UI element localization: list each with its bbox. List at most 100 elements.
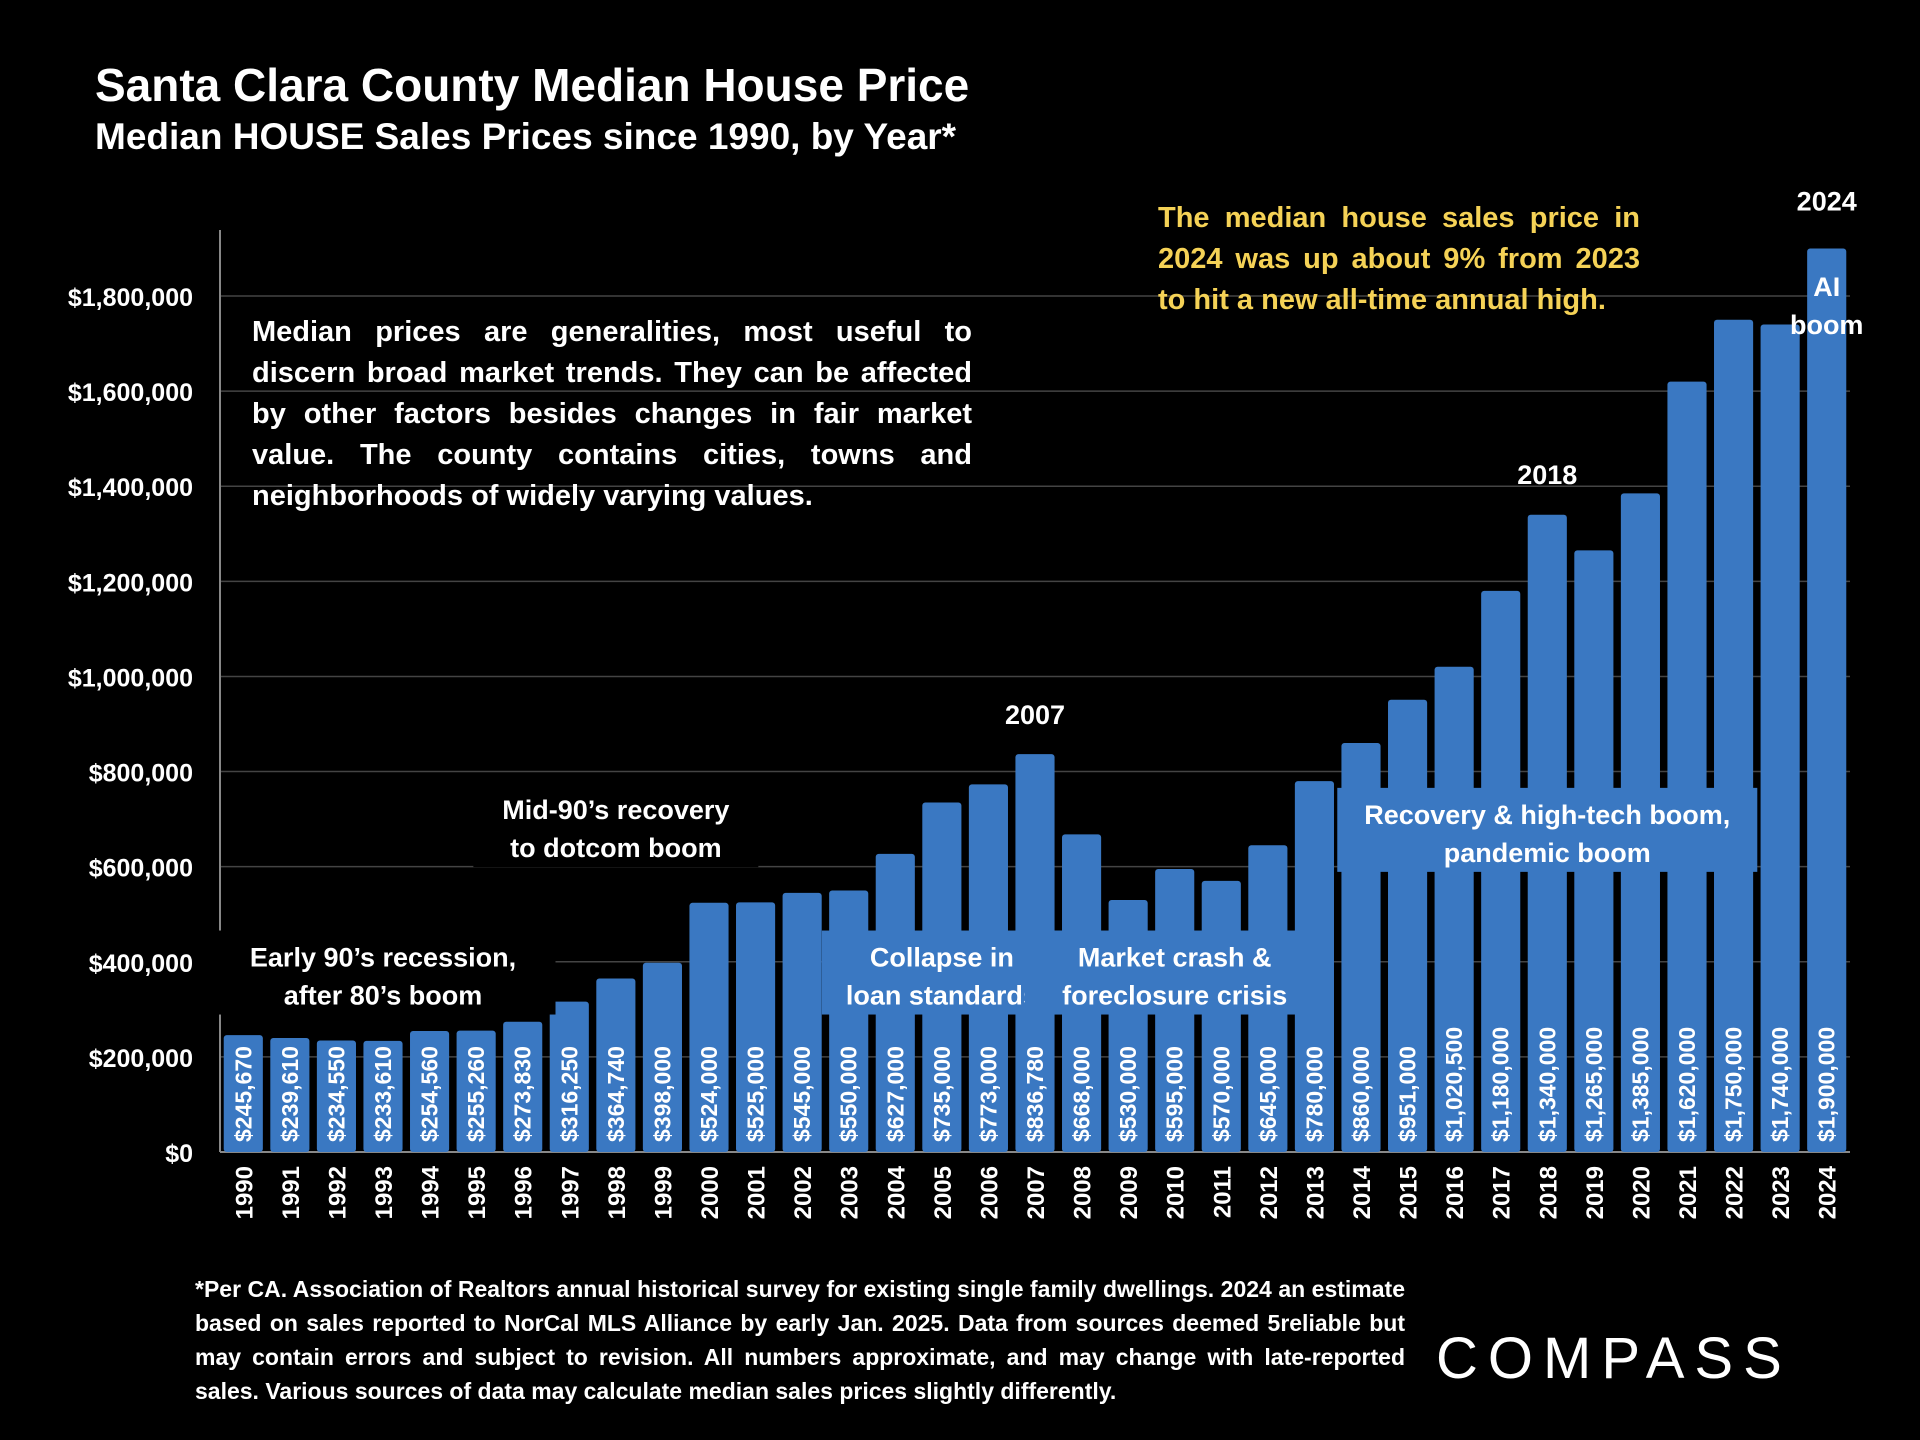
bar: [1667, 381, 1707, 1153]
bar-value-label: $550,000: [836, 1046, 862, 1142]
bar: [223, 1035, 263, 1152]
bar-value-label: $860,000: [1348, 1046, 1374, 1142]
disclaimer-note: Median prices are generalities, most use…: [252, 316, 972, 512]
bar: [1807, 248, 1847, 1152]
annotation-background: [1337, 787, 1758, 872]
bar: [410, 1030, 450, 1152]
bar-value-label: $773,000: [975, 1046, 1001, 1142]
x-tick-label: 1995: [464, 1166, 491, 1219]
x-tick-label: 1999: [650, 1166, 677, 1219]
y-tick-label: $800,000: [89, 760, 193, 788]
annotation-label: after 80’s boom: [284, 981, 483, 1011]
x-tick-label: 2024: [1815, 1165, 1842, 1219]
y-tick-label: $1,400,000: [68, 474, 193, 502]
annotation-label: pandemic boom: [1444, 838, 1651, 868]
bar-value-label: $1,265,000: [1581, 1027, 1607, 1142]
bar-value-label: $1,340,000: [1534, 1027, 1560, 1142]
x-tick-label: 2019: [1582, 1166, 1609, 1219]
x-tick-label: 2005: [930, 1166, 957, 1219]
y-tick-label: $1,000,000: [68, 664, 193, 692]
chart-title: Santa Clara County Median House Price: [95, 59, 970, 111]
bar-value-label: $595,000: [1162, 1046, 1188, 1142]
bar-value-label: $1,740,000: [1767, 1027, 1793, 1142]
x-tick-label: 2007: [1023, 1166, 1050, 1219]
annotation-label: 2024: [1797, 186, 1857, 216]
x-tick-label: 2002: [790, 1166, 817, 1219]
bar-value-label: $780,000: [1301, 1046, 1327, 1142]
bar-value-label: $645,000: [1255, 1046, 1281, 1142]
bar-value-label: $570,000: [1208, 1046, 1234, 1142]
annotation-label: Mid-90’s recovery: [502, 795, 729, 825]
annotation-background: [1024, 930, 1325, 1015]
bar-value-label: $627,000: [882, 1046, 908, 1142]
annotation-label: AI: [1813, 272, 1840, 302]
x-tick-label: 2018: [1535, 1166, 1562, 1219]
bar-value-label: $273,830: [510, 1046, 536, 1142]
compass-logo: COMPASS: [1436, 1326, 1792, 1391]
annotation-label: 2018: [1517, 460, 1577, 490]
compass-logo-text: COMPASS: [1436, 1326, 1792, 1391]
bar-value-label: $525,000: [743, 1046, 769, 1142]
x-tick-label: 2012: [1256, 1166, 1283, 1219]
annotation-background: [473, 783, 759, 868]
x-tick-label: 2017: [1489, 1166, 1516, 1219]
x-tick-label: 2009: [1116, 1166, 1143, 1219]
bar: [363, 1040, 403, 1152]
chart-subtitle: Median HOUSE Sales Prices since 1990, by…: [95, 116, 957, 157]
x-tick-label: 2000: [697, 1166, 724, 1219]
bar-value-label: $234,550: [323, 1046, 349, 1142]
x-tick-label: 2014: [1349, 1165, 1376, 1219]
x-tick-label: 1992: [324, 1166, 351, 1219]
bar-value-label: $1,180,000: [1488, 1027, 1514, 1142]
x-tick-label: 2008: [1070, 1166, 1097, 1219]
annotation-label: Recovery & high-tech boom,: [1364, 800, 1730, 830]
bar-value-label: $1,620,000: [1674, 1027, 1700, 1142]
annotation-label: to dotcom boom: [510, 833, 721, 863]
annotation-background: [210, 930, 556, 1015]
bar-value-label: $398,000: [649, 1046, 675, 1142]
annotation-label: boom: [1790, 310, 1864, 340]
x-tick-label: 1993: [371, 1166, 398, 1219]
bar-value-label: $524,000: [696, 1046, 722, 1142]
footnote: *Per CA. Association of Realtors annual …: [195, 1276, 1405, 1404]
bar-value-label: $530,000: [1115, 1046, 1141, 1142]
x-tick-label: 2011: [1209, 1166, 1236, 1218]
bar: [782, 892, 822, 1152]
y-tick-label: $1,800,000: [68, 284, 193, 312]
x-tick-label: 2004: [883, 1165, 910, 1219]
annotation-background: [821, 930, 1062, 1015]
bar: [456, 1030, 496, 1152]
bar: [596, 978, 636, 1152]
bar: [270, 1038, 310, 1152]
bar-value-label: $245,670: [230, 1046, 256, 1142]
bar: [1714, 319, 1754, 1152]
bar-value-label: $1,020,500: [1441, 1027, 1467, 1142]
bar-value-label: $951,000: [1395, 1046, 1421, 1142]
y-tick-label: $200,000: [89, 1045, 193, 1073]
x-tick-label: 2020: [1628, 1166, 1655, 1219]
annotation-label: loan standards: [846, 981, 1038, 1011]
bar-value-label: $735,000: [929, 1046, 955, 1142]
bar-value-label: $1,900,000: [1814, 1027, 1840, 1142]
x-tick-label: 2015: [1396, 1166, 1423, 1219]
bar-value-label: $668,000: [1069, 1046, 1095, 1142]
y-tick-label: $0: [165, 1140, 193, 1168]
y-tick-label: $600,000: [89, 855, 193, 883]
x-tick-label: 1990: [231, 1166, 258, 1219]
x-tick-label: 2016: [1442, 1166, 1469, 1219]
x-tick-label: 1994: [418, 1165, 445, 1219]
x-tick-label: 2010: [1163, 1166, 1190, 1219]
bar-value-label: $316,250: [556, 1046, 582, 1142]
bar-value-label: $1,750,000: [1721, 1027, 1747, 1142]
annotation-label: Market crash &: [1078, 943, 1272, 973]
bar: [503, 1021, 543, 1152]
highlight-callout: The median house sales price in 2024 was…: [1158, 202, 1640, 316]
annotation-label: foreclosure crisis: [1062, 981, 1287, 1011]
x-tick-label: 2006: [976, 1166, 1003, 1219]
bar-value-label: $255,260: [463, 1046, 489, 1142]
y-tick-label: $1,200,000: [68, 569, 193, 597]
bar: [736, 902, 776, 1152]
annotation-label: Early 90’s recession,: [250, 943, 516, 973]
bar-value-label: $233,610: [370, 1046, 396, 1142]
x-tick-label: 1996: [511, 1166, 538, 1219]
